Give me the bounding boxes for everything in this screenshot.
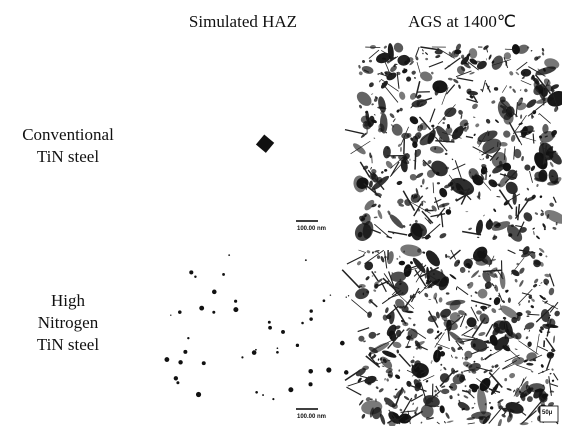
particle — [212, 311, 215, 314]
particle — [202, 361, 206, 365]
particle — [170, 315, 171, 316]
particle — [164, 357, 169, 362]
particle — [187, 337, 189, 339]
row-label-line: High — [51, 291, 86, 310]
row-label-line: Nitrogen — [38, 313, 99, 332]
particle — [212, 290, 217, 295]
dark-region — [440, 364, 442, 366]
grain-boundary — [415, 150, 416, 170]
particle — [272, 398, 274, 400]
particle — [276, 351, 279, 354]
row-label-line: Conventional — [22, 125, 114, 144]
tem-particles — [164, 254, 349, 400]
grain-boundary — [533, 134, 534, 144]
row-label-line: TiN steel — [37, 147, 99, 166]
particle — [199, 306, 204, 311]
particle — [176, 381, 179, 384]
particle — [256, 135, 274, 153]
particle — [222, 273, 225, 276]
particle — [301, 322, 304, 325]
particle — [189, 270, 193, 274]
particle — [308, 382, 312, 386]
tem-particles — [256, 135, 274, 153]
particle — [262, 394, 264, 396]
particle — [196, 392, 201, 397]
column-header: AGS at 1400℃ — [408, 12, 516, 31]
row-label-line: TiN steel — [37, 335, 99, 354]
particle — [340, 341, 345, 346]
particle — [178, 360, 182, 364]
particle — [310, 309, 313, 312]
scale-bar-label: 100.00 nm — [297, 226, 326, 232]
particle — [183, 350, 187, 354]
particle — [233, 307, 238, 312]
dark-region — [403, 68, 405, 69]
particle — [323, 299, 326, 302]
particle — [277, 347, 279, 349]
particle — [228, 254, 230, 256]
particle — [194, 276, 196, 278]
particle — [255, 391, 258, 394]
particle — [288, 387, 293, 392]
particle — [348, 295, 349, 296]
particle — [281, 330, 285, 334]
particle — [330, 294, 331, 295]
scale-bar-label: 50μ — [542, 410, 553, 416]
particle — [309, 317, 312, 320]
particle — [344, 370, 349, 375]
particle — [178, 310, 182, 314]
particle — [255, 349, 257, 351]
row-label: High Nitrogen TiN steel — [37, 291, 99, 354]
particle — [308, 369, 313, 374]
particle — [268, 326, 272, 330]
particle — [326, 367, 331, 372]
particle — [241, 356, 243, 358]
particle — [268, 321, 271, 324]
particle — [346, 296, 347, 297]
particle — [296, 344, 299, 347]
particle — [234, 300, 237, 303]
particle — [305, 259, 307, 261]
particle — [252, 350, 257, 355]
row-label: Conventional TiN steel — [22, 125, 114, 166]
grain-boundary — [404, 139, 405, 155]
column-header: Simulated HAZ — [189, 12, 297, 31]
figure: Simulated HAZ AGS at 1400℃ Conventional T… — [0, 0, 562, 426]
particle — [174, 376, 178, 380]
scale-bar-label: 100.00 nm — [297, 414, 326, 420]
